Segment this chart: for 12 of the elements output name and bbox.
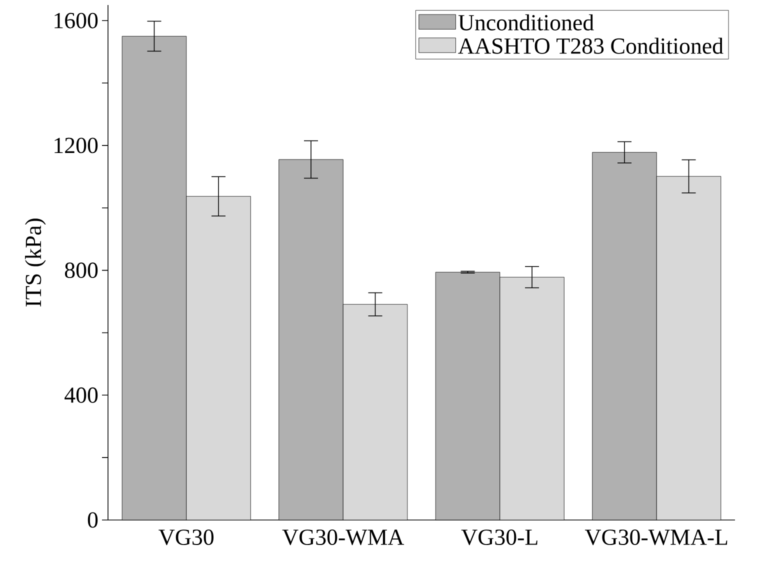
y-tick-label: 800 [64, 262, 98, 278]
x-tick-label: VG30 [158, 530, 214, 546]
legend-label: AASHTO T283 Conditioned [458, 38, 724, 54]
y-tick-label: 400 [64, 387, 98, 403]
y-tick-label: 1600 [54, 12, 98, 28]
y-tick-label: 1200 [54, 138, 98, 154]
y-axis-title: ITS (kPa) [25, 218, 46, 307]
x-tick-label: VG30-WMA-L [584, 530, 728, 546]
legend-label: Unconditioned [458, 14, 594, 30]
x-tick-label: VG30-L [461, 530, 538, 546]
y-tick-label: 0 [88, 512, 98, 528]
x-tick-label: VG30-WMA [282, 530, 404, 546]
